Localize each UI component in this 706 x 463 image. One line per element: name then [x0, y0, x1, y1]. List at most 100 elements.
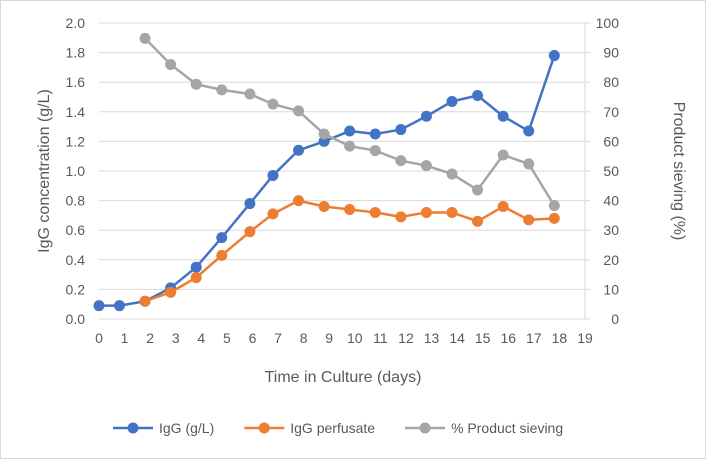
- y2-tick-label: 20: [603, 252, 619, 268]
- data-point: [244, 226, 256, 238]
- y2-tick-label: 10: [603, 281, 619, 297]
- x-tick-label: 5: [223, 330, 231, 346]
- x-tick-label: 9: [325, 330, 333, 346]
- data-point: [420, 110, 432, 122]
- y2-tick-label: 90: [603, 45, 619, 61]
- data-point: [93, 300, 105, 312]
- x-tick-label: 17: [526, 330, 542, 346]
- y2-tick-label: 0: [611, 311, 619, 327]
- y-tick-label: 0.6: [66, 222, 86, 238]
- y-tick-label: 1.0: [66, 163, 86, 179]
- data-point: [446, 168, 458, 180]
- x-tick-label: 11: [373, 330, 388, 346]
- data-point: [190, 272, 202, 284]
- data-point: [293, 144, 305, 156]
- y-tick-label: 1.2: [66, 133, 86, 149]
- data-point: [472, 215, 484, 227]
- y-tick-label: 1.6: [66, 74, 86, 90]
- data-point: [369, 145, 381, 157]
- y2-tick-label: 60: [603, 133, 619, 149]
- data-point: [344, 125, 356, 137]
- legend-marker: [258, 422, 270, 434]
- series-line: [99, 55, 556, 307]
- legend-label: IgG (g/L): [159, 420, 214, 436]
- x-tick-label: 6: [249, 330, 257, 346]
- data-point: [497, 110, 509, 122]
- x-tick-label: 15: [475, 330, 491, 346]
- y-axis-label: IgG concentration (g/L): [36, 89, 53, 253]
- data-point: [267, 169, 279, 181]
- data-point: [472, 184, 484, 196]
- data-point: [244, 88, 256, 100]
- x-tick-label: 10: [347, 330, 363, 346]
- x-axis-label: Time in Culture (days): [265, 369, 422, 386]
- x-tick-label: 18: [552, 330, 568, 346]
- data-point: [548, 212, 560, 224]
- x-tick-label: 16: [500, 330, 516, 346]
- data-point: [420, 206, 432, 218]
- legend-label: IgG perfusate: [290, 420, 375, 436]
- x-tick-label: 8: [300, 330, 308, 346]
- y2-tick-label: 40: [603, 193, 619, 209]
- data-point: [548, 50, 560, 62]
- series-line: [144, 199, 555, 303]
- data-point: [446, 206, 458, 218]
- y-tick-label: 0.8: [66, 193, 86, 209]
- legend-label: % Product sieving: [451, 420, 563, 436]
- y-tick-label: 1.4: [66, 104, 86, 120]
- y2-axis-label: Product sieving (%): [670, 102, 687, 241]
- data-point: [420, 160, 432, 172]
- y-tick-label: 0.2: [66, 281, 86, 297]
- data-point: [395, 124, 407, 136]
- y2-tick-label: 50: [603, 163, 619, 179]
- x-tick-label: 14: [449, 330, 465, 346]
- x-tick-label: 19: [577, 330, 593, 346]
- data-point: [548, 200, 560, 212]
- data-point: [113, 300, 125, 312]
- y2-tick-label: 80: [603, 74, 619, 90]
- data-point: [446, 95, 458, 107]
- series-line: [144, 37, 556, 207]
- data-point: [267, 98, 279, 110]
- data-point: [139, 295, 151, 307]
- data-point: [139, 32, 151, 44]
- data-point: [216, 249, 228, 261]
- x-tick-label: 1: [121, 330, 129, 346]
- data-point: [244, 198, 256, 210]
- y2-tick-label: 30: [603, 222, 619, 238]
- data-point: [523, 158, 535, 170]
- data-point: [395, 211, 407, 223]
- y-tick-label: 1.8: [66, 45, 86, 61]
- y2-tick-label: 100: [596, 15, 620, 31]
- legend-marker: [419, 422, 431, 434]
- y2-tick-label: 70: [603, 104, 619, 120]
- data-point: [267, 208, 279, 220]
- x-tick-label: 7: [274, 330, 282, 346]
- data-point: [497, 149, 509, 161]
- x-tick-label: 0: [95, 330, 103, 346]
- x-tick-label: 4: [197, 330, 205, 346]
- data-point: [318, 201, 330, 213]
- data-point: [318, 128, 330, 140]
- data-point: [190, 78, 202, 90]
- data-point: [497, 201, 509, 213]
- data-point: [344, 203, 356, 215]
- data-point: [165, 286, 177, 298]
- data-point: [523, 214, 535, 226]
- x-tick-label: 13: [424, 330, 440, 346]
- y-tick-label: 0.4: [66, 252, 86, 268]
- data-point: [216, 84, 228, 96]
- y-tick-label: 2.0: [66, 15, 86, 31]
- legend-marker: [127, 422, 139, 434]
- x-tick-label: 2: [146, 330, 154, 346]
- data-point: [369, 128, 381, 140]
- data-point: [344, 140, 356, 152]
- y-tick-label: 0.0: [66, 311, 86, 327]
- data-point: [293, 195, 305, 207]
- data-point: [472, 90, 484, 102]
- data-point: [395, 155, 407, 167]
- x-tick-label: 3: [172, 330, 180, 346]
- data-point: [523, 125, 535, 137]
